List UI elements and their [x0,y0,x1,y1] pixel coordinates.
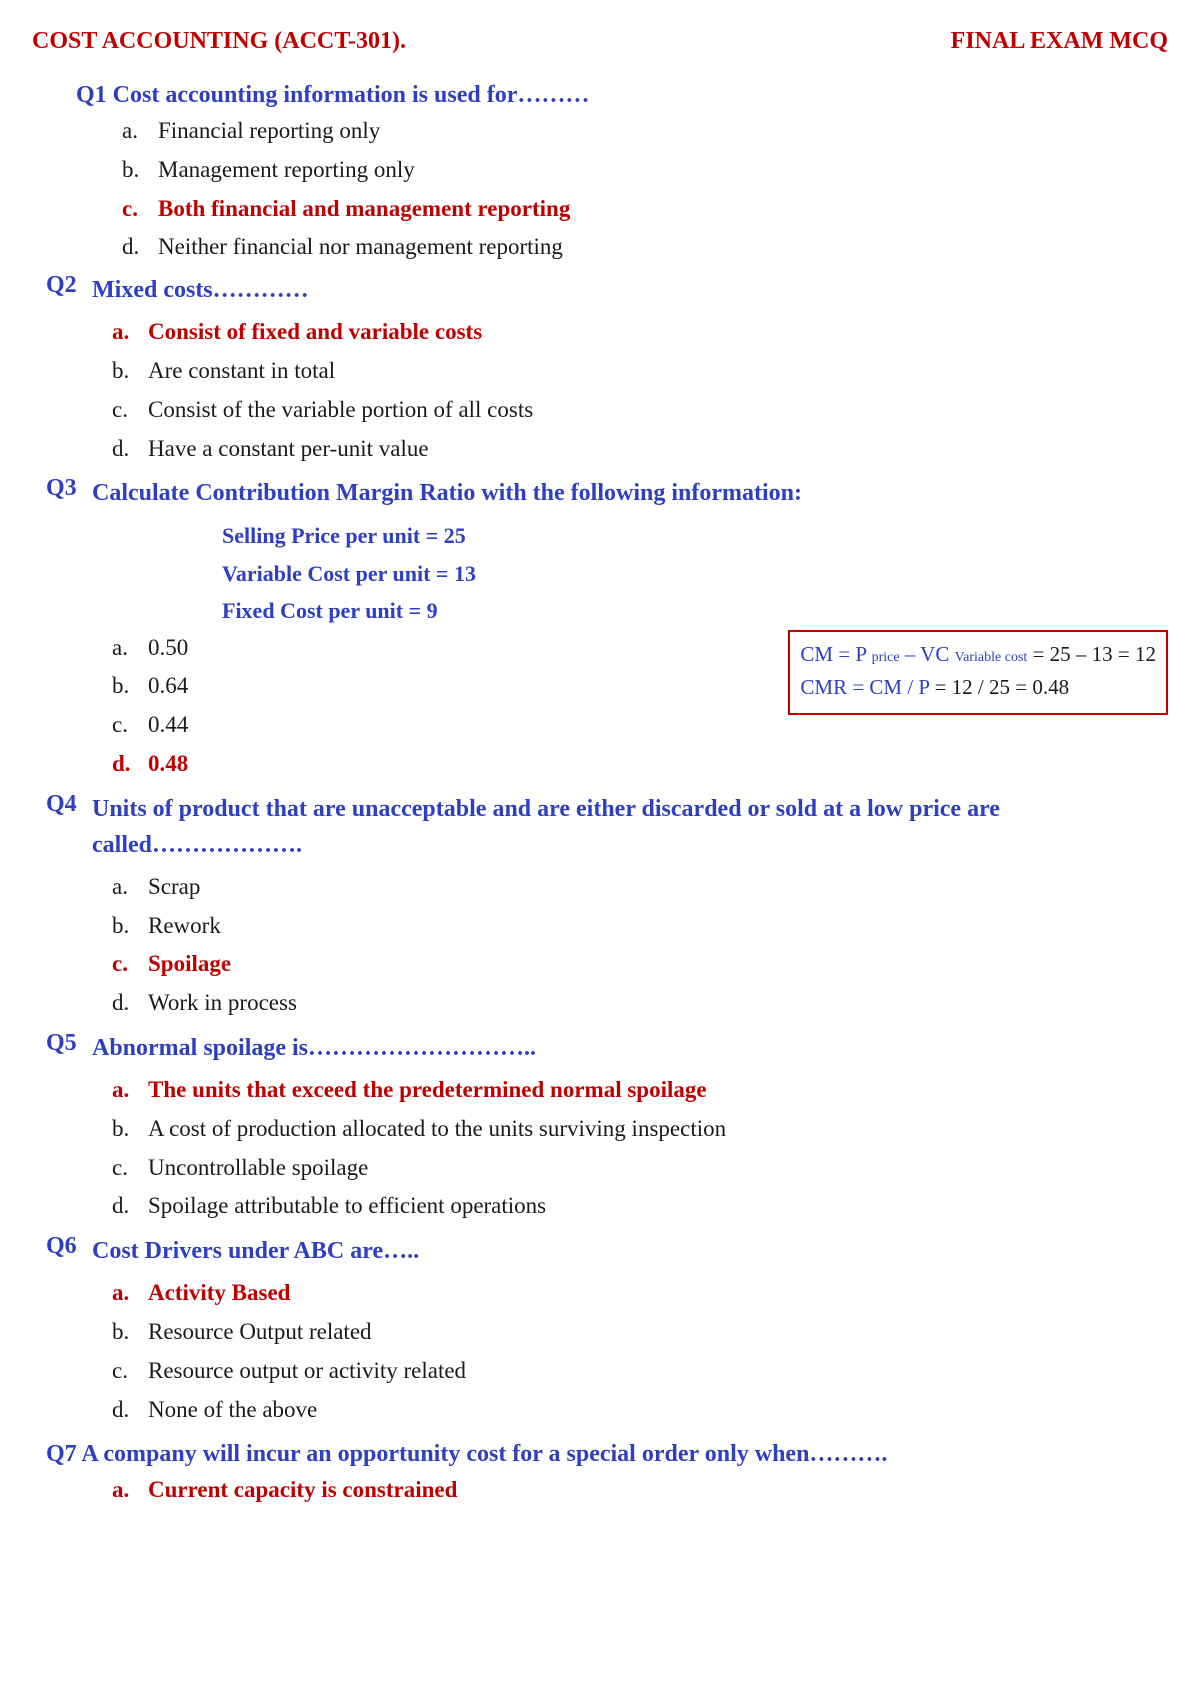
course-title: COST ACCOUNTING (ACCT-301). [32,28,406,55]
q1-number: Q1 Cost accounting information is used f… [32,77,589,113]
q3-given-2: Variable Cost per unit = 13 [222,555,1168,592]
q3-given-1: Selling Price per unit = 25 [222,517,1168,554]
q6-opt-b: b.Resource Output related [112,1314,1168,1351]
q3-opt-d: d.0.48 [112,746,1168,783]
q3-answer-row: a.0.50 b.0.64 c.0.44 d.0.48 CM = P price… [92,630,1168,783]
q7-opt-a: a.Current capacity is constrained [112,1472,1168,1509]
document-header: COST ACCOUNTING (ACCT-301). FINAL EXAM M… [32,28,1168,55]
q4-opt-a: a.Scrap [112,869,1168,906]
q3-calc-box: CM = P price – VC Variable cost = 25 – 1… [788,630,1168,715]
q2-opt-c: c.Consist of the variable portion of all… [112,392,1168,429]
q6-text: Cost Drivers under ABC are….. [92,1233,1168,1269]
q5-text: Abnormal spoilage is……………………….. [92,1030,1168,1066]
q1-opt-b: b.Management reporting only [122,152,1168,189]
q3-given: Selling Price per unit = 25 Variable Cos… [222,517,1168,629]
q6-opt-c: c.Resource output or activity related [112,1353,1168,1390]
exam-label: FINAL EXAM MCQ [951,28,1168,55]
question-2: Q2 Mixed costs………… a.Consist of fixed an… [32,272,1168,469]
question-6: Q6 Cost Drivers under ABC are….. a.Activ… [32,1233,1168,1430]
q3-calc-line2: CMR = CM / P = 12 / 25 = 0.48 [800,671,1156,705]
question-3: Q3 Calculate Contribution Margin Ratio w… [32,475,1168,784]
q2-options: a.Consist of fixed and variable costs b.… [112,314,1168,467]
q3-text: Calculate Contribution Margin Ratio with… [92,475,1168,511]
q6-number: Q6 [32,1233,92,1430]
q1-opt-a: a.Financial reporting only [122,113,1168,150]
q1-opt-d: d.Neither financial nor management repor… [122,229,1168,266]
q1-text: Cost accounting information is used for…… [113,82,590,108]
q4-opt-b: b.Rework [112,908,1168,945]
q3-calc-line1: CM = P price – VC Variable cost = 25 – 1… [800,638,1156,672]
q6-opt-d: d.None of the above [112,1392,1168,1429]
q3-given-3: Fixed Cost per unit = 9 [222,592,1168,629]
q5-opt-a: a.The units that exceed the predetermine… [112,1072,1168,1109]
q2-opt-d: d.Have a constant per-unit value [112,431,1168,468]
question-4: Q4 Units of product that are unacceptabl… [32,791,1168,1024]
q7-number: Q7 A company will incur an opportunity c… [32,1436,887,1472]
question-5: Q5 Abnormal spoilage is……………………….. a.The… [32,1030,1168,1227]
q4-text: Units of product that are unacceptable a… [92,791,1168,863]
q2-opt-b: b.Are constant in total [112,353,1168,390]
q3-number: Q3 [32,475,92,784]
q5-opt-b: b.A cost of production allocated to the … [112,1111,1168,1148]
question-1: Q1 Cost accounting information is used f… [32,77,1168,266]
q5-opt-c: c.Uncontrollable spoilage [112,1150,1168,1187]
q5-opt-d: d.Spoilage attributable to efficient ope… [112,1188,1168,1225]
q4-opt-c: c.Spoilage [112,946,1168,983]
q6-options: a.Activity Based b.Resource Output relat… [112,1275,1168,1428]
q2-opt-a: a.Consist of fixed and variable costs [112,314,1168,351]
question-7: Q7 A company will incur an opportunity c… [32,1436,1168,1509]
q4-number: Q4 [32,791,92,1024]
q6-opt-a: a.Activity Based [112,1275,1168,1312]
q4-options: a.Scrap b.Rework c.Spoilage d.Work in pr… [112,869,1168,1022]
q1-opt-c: c.Both financial and management reportin… [122,191,1168,228]
q7-text: A company will incur an opportunity cost… [81,1441,887,1467]
q2-text: Mixed costs………… [92,272,1168,308]
q5-options: a.The units that exceed the predetermine… [112,1072,1168,1225]
q2-number: Q2 [32,272,92,469]
q1-options: a.Financial reporting only b.Management … [122,113,1168,266]
q4-opt-d: d.Work in process [112,985,1168,1022]
q5-number: Q5 [32,1030,92,1227]
q7-options: a.Current capacity is constrained [112,1472,1168,1509]
